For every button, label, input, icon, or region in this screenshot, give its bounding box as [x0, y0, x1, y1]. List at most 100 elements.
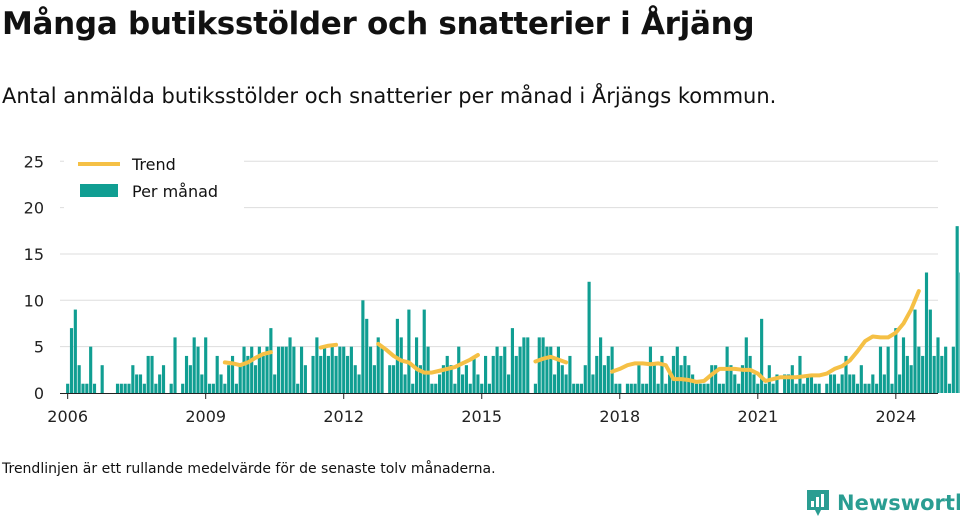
bar — [399, 337, 403, 393]
bar — [890, 383, 894, 393]
bar — [92, 383, 97, 393]
bar — [487, 383, 491, 393]
bar — [230, 355, 235, 393]
bar — [472, 355, 476, 393]
bar — [694, 383, 699, 393]
bar — [503, 346, 507, 393]
bar — [940, 355, 944, 393]
bar — [368, 346, 373, 393]
bar — [671, 355, 676, 393]
bar — [794, 383, 798, 393]
bar — [863, 383, 867, 393]
bar — [211, 383, 215, 393]
bar — [280, 346, 284, 393]
bar — [579, 383, 584, 393]
newsworthy-logo-icon — [807, 490, 829, 516]
y-tick-label: 15 — [24, 245, 44, 264]
bar — [142, 383, 146, 393]
bar — [261, 355, 265, 393]
y-tick-label: 20 — [24, 199, 44, 218]
bar — [449, 365, 453, 393]
bar-series — [66, 226, 960, 393]
bar — [510, 328, 514, 393]
y-tick-label: 0 — [34, 384, 44, 403]
bar — [127, 383, 131, 393]
bar — [760, 318, 764, 393]
bar — [353, 365, 357, 393]
bar — [878, 346, 883, 393]
bar — [158, 374, 162, 393]
y-tick-label: 25 — [24, 152, 44, 171]
bar — [928, 309, 932, 393]
brand-name: Newsworthy — [837, 491, 960, 515]
bar — [702, 383, 706, 393]
bar — [391, 365, 396, 393]
bar — [426, 346, 430, 393]
bar — [461, 374, 465, 393]
bar — [85, 383, 89, 393]
bar — [345, 355, 350, 393]
x-axis: 2006 2009 2012 2015 2018 2021 2024 — [47, 393, 938, 426]
bar — [342, 346, 346, 393]
bar — [288, 337, 292, 393]
bar — [66, 383, 70, 393]
bar — [188, 365, 192, 393]
bar — [495, 346, 499, 393]
bar — [614, 383, 618, 393]
bar — [683, 355, 687, 393]
bar — [445, 355, 449, 393]
bar — [322, 346, 327, 393]
bar — [875, 383, 879, 393]
x-tick-label: 2006 — [47, 407, 88, 426]
bar — [173, 337, 177, 393]
legend-trend-label: Trend — [131, 155, 176, 174]
bar — [357, 374, 361, 393]
bar — [181, 383, 185, 393]
bar — [691, 374, 695, 393]
x-tick-label: 2018 — [599, 407, 640, 426]
bar — [817, 383, 821, 393]
bar — [944, 346, 948, 393]
trend-line-segment — [376, 341, 480, 375]
bar — [372, 365, 376, 393]
bar — [407, 309, 411, 393]
bar — [215, 355, 219, 393]
bar — [234, 383, 238, 393]
y-tick-label: 10 — [24, 291, 44, 310]
bar — [771, 383, 775, 393]
bar — [303, 365, 307, 393]
bar — [740, 365, 745, 393]
bar — [73, 309, 77, 393]
bar — [81, 383, 85, 393]
bar — [131, 365, 135, 393]
chart-title: Många butiksstölder och snatterier i Årj… — [2, 6, 755, 42]
bar — [710, 365, 714, 393]
bar — [69, 328, 74, 393]
trend-line-segment — [318, 342, 339, 350]
bar — [514, 355, 518, 393]
bar — [556, 346, 560, 393]
bar — [560, 365, 564, 393]
bar — [576, 383, 580, 393]
bar — [572, 383, 576, 393]
bar — [192, 337, 196, 393]
bar — [852, 374, 856, 393]
bar — [223, 383, 227, 393]
bar — [150, 355, 154, 393]
bar — [744, 337, 748, 393]
bar — [924, 272, 929, 393]
bar — [599, 337, 603, 393]
chart-subtitle: Antal anmälda butiksstölder och snatteri… — [2, 84, 777, 108]
bar — [361, 300, 365, 393]
bar — [698, 383, 702, 393]
bar — [219, 374, 223, 393]
bar — [537, 337, 541, 393]
bar — [633, 383, 637, 393]
bar — [886, 346, 890, 393]
footnote: Trendlinjen är ett rullande medelvärde f… — [2, 461, 496, 477]
legend-bar-label: Per månad — [132, 182, 218, 201]
trend-series — [222, 289, 921, 384]
bar — [595, 355, 599, 393]
bar — [553, 374, 557, 393]
bar — [648, 346, 653, 393]
